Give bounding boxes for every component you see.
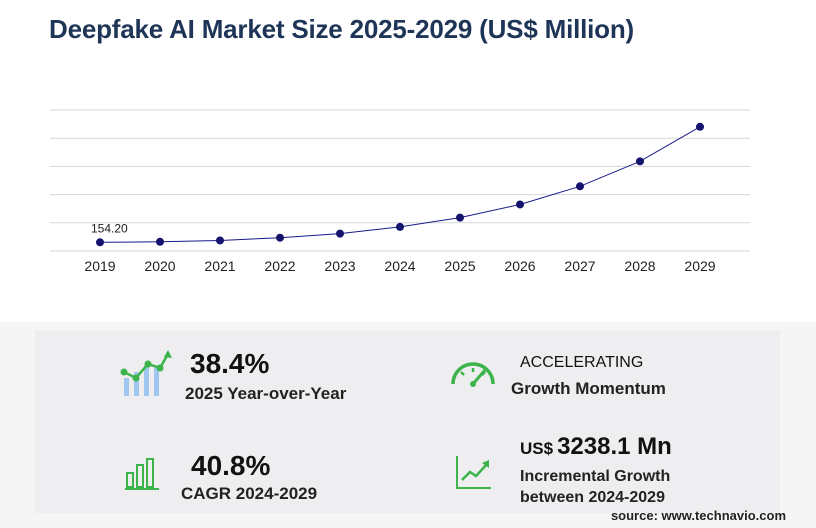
incremental-label-1: Incremental Growth [520,468,671,485]
growth-bar-chart-icon [120,350,172,396]
line-chart: 2019 2020 2021 2022 2023 2024 2025 2026 2027 2028… [50,109,750,274]
currency-prefix: US$ [520,439,554,458]
x-tick-label: 2026 [504,258,535,274]
data-point [96,238,104,247]
data-point [276,233,284,242]
x-tick-label: 2023 [324,258,355,274]
data-point [456,213,464,222]
cagr-value: 40.8% [191,450,271,481]
data-point [696,122,704,131]
data-point [636,157,644,166]
momentum-value: ACCELERATING [520,354,644,371]
x-tick-label: 2019 [84,258,115,274]
data-label: 154.20 [91,221,128,235]
yoy-label: 2025 Year-over-Year [185,384,347,403]
data-point [156,237,164,246]
momentum-label: Growth Momentum [511,379,666,398]
x-tick-label: 2022 [264,258,295,274]
x-tick-label: 2024 [384,258,415,274]
x-tick-label: 2020 [144,258,175,274]
x-tick-label: 2025 [444,258,475,274]
data-point [336,229,344,238]
kpi-panel [35,330,780,513]
x-tick-label: 2029 [684,258,715,274]
source-note: source: www.technavio.com [610,508,786,523]
trend-line-icon [456,456,491,489]
data-point [216,236,224,245]
cagr-label: CAGR 2024-2029 [181,484,318,503]
x-tick-label: 2028 [624,258,655,274]
x-tick-label: 2021 [204,258,235,274]
incremental-value-line: US$ 3238.1 Mn [520,433,672,461]
incremental-value: 3238.1 Mn [557,433,672,460]
data-point [516,200,524,209]
x-tick-label: 2027 [564,258,595,274]
data-point [396,222,404,231]
bar-chart-icon [125,458,159,490]
data-point [576,182,584,191]
chart-area [0,0,816,322]
speedometer-icon [451,362,495,387]
yoy-value: 38.4% [190,348,270,379]
chart-title: Deepfake AI Market Size 2025-2029 (US$ M… [49,14,634,44]
incremental-label-2: between 2024-2029 [520,489,665,506]
